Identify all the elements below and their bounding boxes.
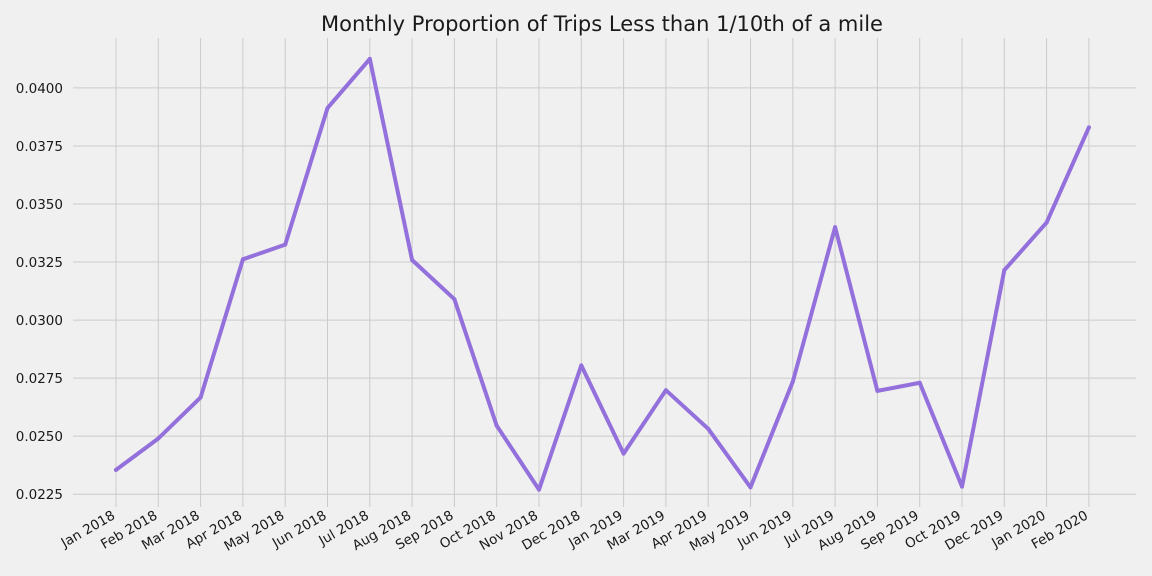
- y-tick-label: 0.0350: [16, 197, 63, 213]
- y-tick-label: 0.0325: [16, 255, 63, 271]
- data-point: [367, 56, 372, 61]
- data-point: [748, 485, 753, 490]
- y-tick-label: 0.0400: [16, 81, 63, 97]
- data-point: [156, 436, 161, 441]
- data-point: [579, 363, 584, 368]
- data-point: [537, 487, 541, 492]
- data-point: [452, 297, 457, 302]
- data-point: [790, 379, 795, 384]
- data-point: [663, 388, 668, 393]
- data-point: [240, 257, 245, 262]
- data-point: [833, 225, 838, 230]
- y-tick-label: 0.0225: [16, 487, 63, 503]
- data-point: [198, 395, 203, 400]
- data-point: [283, 242, 288, 247]
- grid: [73, 38, 1136, 507]
- y-tick-label: 0.0275: [16, 371, 63, 387]
- data-point: [1086, 125, 1091, 130]
- data-point: [960, 484, 964, 489]
- data-point: [325, 106, 330, 111]
- series-line: [114, 56, 1091, 492]
- data-point: [494, 423, 499, 428]
- y-axis-ticks: 0.0225 0.0250 0.0275 0.0300 0.0325 0.0350 0.03…: [16, 81, 63, 503]
- series-layer: [114, 56, 1091, 492]
- data-point: [706, 426, 711, 431]
- y-tick-label: 0.0375: [16, 139, 63, 155]
- chart-title: Monthly Proportion of Trips Less than 1/…: [321, 12, 883, 36]
- data-point: [875, 388, 880, 393]
- data-point: [1044, 220, 1049, 225]
- data-point: [410, 257, 415, 262]
- data-point: [917, 380, 922, 385]
- data-point: [621, 451, 626, 456]
- y-tick-label: 0.0250: [16, 429, 63, 445]
- data-point: [1002, 268, 1007, 273]
- y-tick-label: 0.0300: [16, 313, 63, 329]
- data-point: [114, 467, 118, 472]
